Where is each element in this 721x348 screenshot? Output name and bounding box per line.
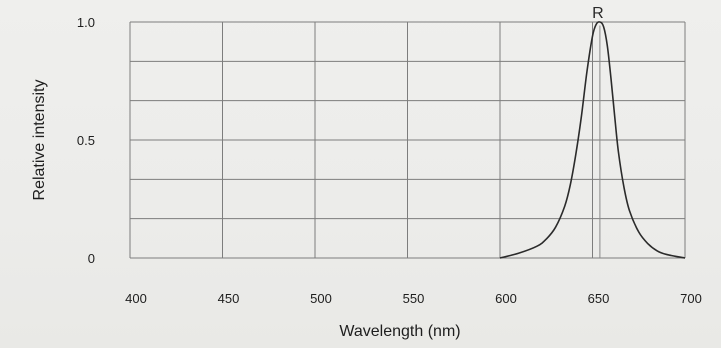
peak-annotation: R: [592, 5, 604, 22]
axis-titles: Wavelength (nm) Relative intensity: [31, 80, 461, 340]
y-tick-label: 0: [88, 251, 95, 266]
x-tick-label: 500: [310, 291, 332, 306]
series-line-r: [499, 21, 686, 259]
x-tick-label: 600: [495, 291, 517, 306]
y-axis-title: Relative intensity: [31, 80, 48, 201]
y-tick-labels: 0 0.5 1.0: [77, 15, 95, 266]
x-tick-label: 650: [588, 291, 610, 306]
x-tick-labels: 400 450 500 550 600 650 700: [125, 291, 702, 306]
annotations: R: [592, 5, 604, 22]
x-tick-label: 450: [218, 291, 240, 306]
curve-series: [499, 21, 686, 259]
x-axis-title: Wavelength (nm): [339, 323, 460, 340]
x-tick-label: 550: [403, 291, 425, 306]
grid: [129, 21, 686, 259]
y-tick-label: 1.0: [77, 15, 95, 30]
x-tick-label: 400: [125, 291, 147, 306]
y-tick-label: 0.5: [77, 133, 95, 148]
x-tick-label: 700: [680, 291, 702, 306]
